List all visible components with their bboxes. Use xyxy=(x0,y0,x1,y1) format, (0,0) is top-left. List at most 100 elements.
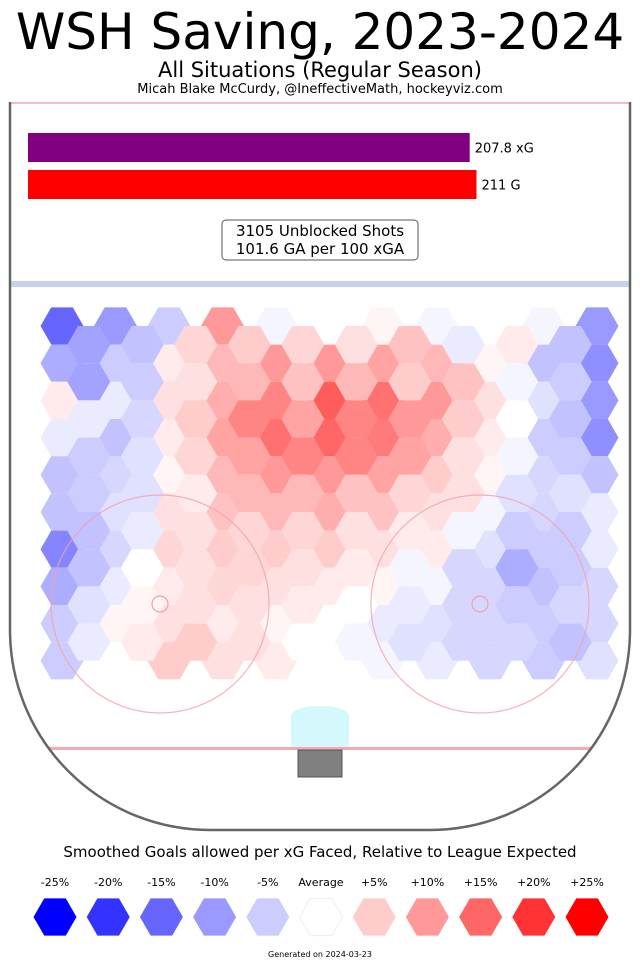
hex-cell xyxy=(441,549,485,587)
hex-cell xyxy=(388,474,432,512)
hex-cell xyxy=(120,586,164,624)
hex-cell xyxy=(548,623,592,661)
hex-cell xyxy=(281,623,325,661)
hex-cell xyxy=(281,474,325,512)
hex-heatmap xyxy=(40,307,619,680)
hex-cell xyxy=(495,512,539,550)
hex-cell xyxy=(227,623,271,661)
hex-cell xyxy=(388,586,432,624)
legend-label: -20% xyxy=(94,876,122,889)
hex-cell xyxy=(334,623,378,661)
hex-cell xyxy=(281,363,325,401)
legend-swatch xyxy=(33,898,77,936)
shot-summary-box: 3105 Unblocked Shots 101.6 GA per 100 xG… xyxy=(221,219,419,261)
goal-crease xyxy=(291,706,349,748)
hex-cell xyxy=(120,326,164,364)
hex-cell xyxy=(120,437,164,475)
page-subtitle: All Situations (Regular Season) xyxy=(158,58,482,82)
legend-swatch xyxy=(193,898,237,936)
summary-line-2: 101.6 GA per 100 xGA xyxy=(236,240,405,258)
hex-cell xyxy=(281,549,325,587)
hex-cell xyxy=(441,474,485,512)
legend-swatch xyxy=(139,898,183,936)
hex-cell xyxy=(495,400,539,438)
hex-cell xyxy=(388,363,432,401)
hex-cell xyxy=(67,549,111,587)
hex-cell xyxy=(174,623,218,661)
hex-cell xyxy=(120,623,164,661)
legend-swatch xyxy=(405,898,449,936)
hex-cell xyxy=(495,363,539,401)
hex-cell xyxy=(67,474,111,512)
hex-cell xyxy=(334,363,378,401)
hex-cell xyxy=(334,512,378,550)
legend-swatch xyxy=(565,898,609,936)
legend-title: Smoothed Goals allowed per xG Faced, Rel… xyxy=(63,843,577,861)
hex-cell xyxy=(67,512,111,550)
hex-cell xyxy=(388,549,432,587)
legend-swatch xyxy=(352,898,396,936)
hex-cell xyxy=(281,586,325,624)
hex-cell xyxy=(227,549,271,587)
hex-cell xyxy=(67,363,111,401)
legend-label: -15% xyxy=(147,876,175,889)
hex-cell xyxy=(227,512,271,550)
top-red-line xyxy=(10,102,630,104)
hex-cell xyxy=(548,400,592,438)
hex-cell xyxy=(495,586,539,624)
hex-cell xyxy=(548,512,592,550)
rink-markings xyxy=(10,102,630,778)
bar-label-0: 207.8 xG xyxy=(475,142,534,157)
hex-cell xyxy=(174,512,218,550)
legend-label: -5% xyxy=(257,876,278,889)
hex-cell xyxy=(174,549,218,587)
hex-cell xyxy=(120,512,164,550)
goal-net xyxy=(297,749,343,778)
legend-label: +20% xyxy=(517,876,551,889)
rink-boards xyxy=(8,102,632,832)
hex-cell xyxy=(174,586,218,624)
hex-cell xyxy=(120,549,164,587)
hex-cell xyxy=(67,586,111,624)
hex-cell xyxy=(281,326,325,364)
hex-cell xyxy=(334,549,378,587)
hex-cell xyxy=(441,437,485,475)
faceoff-circle-left xyxy=(50,494,270,714)
hex-cell xyxy=(495,326,539,364)
hex-cell xyxy=(281,400,325,438)
hex-cell xyxy=(67,437,111,475)
legend-swatch xyxy=(512,898,556,936)
hex-cell xyxy=(227,400,271,438)
hex-cell xyxy=(388,512,432,550)
hex-cell xyxy=(441,586,485,624)
faceoff-dot-right xyxy=(471,595,489,613)
hex-cell xyxy=(120,400,164,438)
hex-cell xyxy=(441,512,485,550)
hex-cell xyxy=(67,623,111,661)
hex-cell xyxy=(495,549,539,587)
hex-cell xyxy=(281,437,325,475)
hex-cell xyxy=(174,363,218,401)
hex-cell xyxy=(227,326,271,364)
hex-cell xyxy=(174,437,218,475)
hex-cell xyxy=(441,623,485,661)
hex-cell xyxy=(388,623,432,661)
legend-label: +10% xyxy=(411,876,445,889)
hex-cell xyxy=(548,586,592,624)
hex-cell xyxy=(388,326,432,364)
hex-cell xyxy=(441,400,485,438)
hex-cell xyxy=(548,549,592,587)
hex-cell xyxy=(548,363,592,401)
generated-date: Generated on 2024-03-23 xyxy=(268,950,372,959)
hex-cell xyxy=(388,400,432,438)
legend-swatch xyxy=(459,898,503,936)
hex-cell xyxy=(441,363,485,401)
hex-cell xyxy=(495,623,539,661)
page-title: WSH Saving, 2023-2024 xyxy=(15,3,625,61)
hex-cell xyxy=(334,474,378,512)
legend-label: -25% xyxy=(41,876,69,889)
hex-cell xyxy=(388,437,432,475)
hex-cell xyxy=(67,326,111,364)
legend-label: +5% xyxy=(361,876,388,889)
